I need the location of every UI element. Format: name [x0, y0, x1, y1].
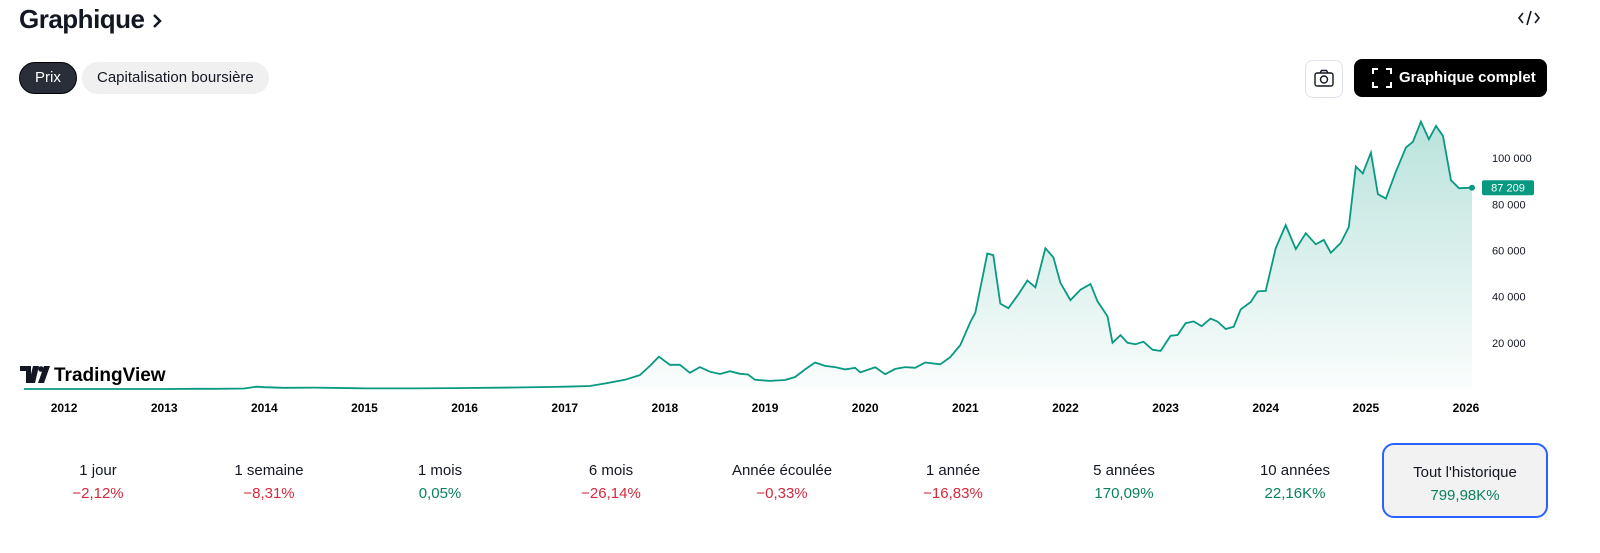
period-change: −8,31%	[243, 485, 295, 502]
tab[interactable]: Capitalisation boursière	[82, 62, 269, 94]
y-tick-label: 40 000	[1492, 292, 1526, 304]
x-tick-label: 2025	[1353, 401, 1380, 415]
embed-icon[interactable]	[1517, 9, 1541, 27]
price-badge-label: 87 209	[1491, 183, 1525, 195]
period-label: 1 jour	[79, 462, 117, 479]
period-label: 1 mois	[417, 462, 463, 479]
period-list: 1 jour −2,12% 1 semaine −8,31% 1 mois 0,05% 6 …	[15, 443, 1550, 519]
y-tick-label: 60 000	[1492, 246, 1526, 258]
x-tick-label: 2016	[451, 401, 478, 415]
period-label: 1 semaine	[234, 462, 304, 479]
period[interactable]: 1 mois 0,05%	[357, 443, 523, 518]
period[interactable]: 1 jour −2,12%	[15, 443, 181, 518]
brand-name: TradingView	[54, 365, 166, 386]
period-change: 22,16K%	[1264, 485, 1326, 502]
period-change: −26,14%	[581, 485, 641, 502]
x-tick-label: 2026	[1453, 401, 1480, 415]
period-label: Tout l'historique	[1413, 464, 1517, 481]
price-badge	[1482, 180, 1534, 196]
period-label: 5 années	[1093, 462, 1155, 479]
chart: TradingView 20 000 40 000 60 000 80 000 100 …	[20, 119, 1534, 415]
tab[interactable]: Prix	[19, 62, 77, 94]
button-label: Graphique complet	[1399, 69, 1536, 86]
x-tick-label: 2020	[852, 401, 879, 415]
x-tick-label: 2021	[952, 401, 979, 415]
period[interactable]: Année écoulée −0,33%	[699, 443, 865, 518]
header: Graphique	[19, 4, 163, 35]
period[interactable]: Tout l'historique 799,98K%	[1382, 443, 1548, 518]
y-tick-label: 20 000	[1492, 338, 1526, 350]
area	[24, 121, 1472, 389]
period-change: 170,09%	[1094, 485, 1154, 502]
expand-icon	[1372, 68, 1392, 88]
camera-icon	[1314, 69, 1334, 87]
last-point	[1469, 184, 1475, 191]
period-label: 1 année	[925, 462, 981, 479]
period-label: 10 années	[1259, 462, 1331, 479]
period-label: 6 mois	[588, 462, 634, 479]
period[interactable]: 10 années 22,16K%	[1212, 443, 1378, 518]
period[interactable]: 1 année −16,83%	[870, 443, 1036, 518]
period[interactable]: 1 semaine −8,31%	[186, 443, 352, 518]
period-change: −2,12%	[72, 485, 124, 502]
y-tick-label: 80 000	[1492, 199, 1526, 211]
chevron	[153, 14, 163, 28]
line	[24, 119, 1473, 390]
period-change: −0,33%	[756, 485, 808, 502]
x-tick-label: 2018	[652, 401, 679, 415]
full-chart-button[interactable]: Graphique complet	[1354, 59, 1547, 97]
x-tick-label: 2019	[752, 401, 779, 415]
brand: TradingView	[20, 365, 166, 386]
period[interactable]: 5 années 170,09%	[1041, 443, 1207, 518]
period-change: 799,98K%	[1430, 487, 1500, 504]
period-change: 0,05%	[418, 485, 462, 502]
x-tick-label: 2022	[1052, 401, 1079, 415]
x-tick-label: 2017	[551, 401, 578, 415]
period[interactable]: 6 mois −26,14%	[528, 443, 694, 518]
title: Graphique	[19, 4, 145, 34]
x-tick-label: 2014	[251, 401, 278, 415]
screenshot-button[interactable]	[1305, 60, 1343, 98]
x-tick-label: 2012	[51, 401, 78, 415]
x-tick-label: 2024	[1252, 401, 1279, 415]
x-tick-label: 2013	[151, 401, 178, 415]
period-change: −16,83%	[923, 485, 983, 502]
y-tick-label: 100 000	[1492, 153, 1532, 165]
x-tick-label: 2023	[1152, 401, 1179, 415]
x-tick-label: 2015	[351, 401, 378, 415]
period-label: Année écoulée	[731, 462, 833, 479]
